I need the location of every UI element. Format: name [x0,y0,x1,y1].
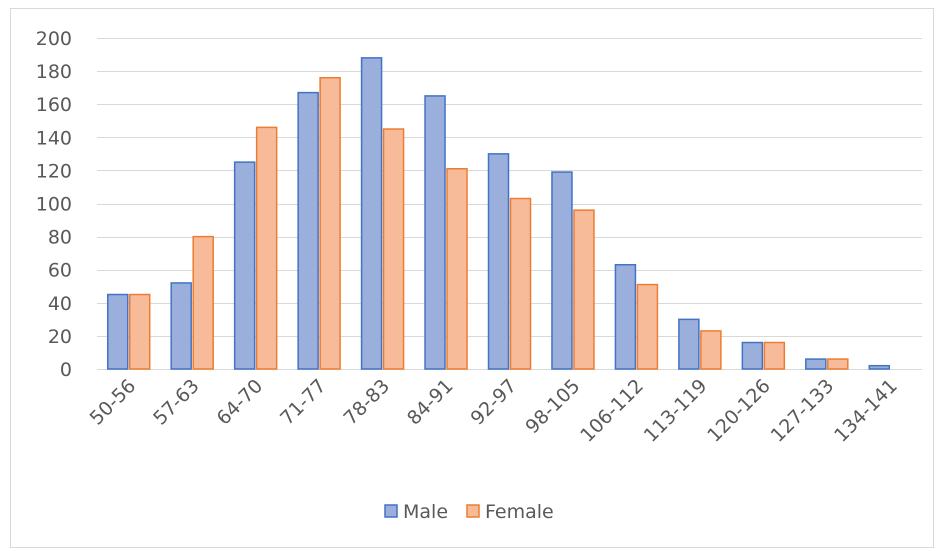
gridlines [97,38,922,370]
bar-male-57-63 [170,282,192,370]
x-tick-label: 127-133 [767,375,839,447]
bar-male-120-126 [741,341,764,370]
bar-female-98-105 [573,209,595,370]
bar-female-120-126 [763,341,786,370]
bar-male-71-77 [297,91,319,370]
bar-female-78-83 [382,128,405,370]
bar-male-50-56 [106,293,129,370]
bar-female-50-56 [128,293,151,370]
x-tick-label: 120-126 [703,375,775,447]
x-tick-label: 64-70 [213,375,268,430]
x-axis-tick-labels: 50-56 57-63 64-70 71-77 78-83 84-91 92-97 98-10… [86,375,902,447]
bar-female-64-70 [255,126,278,370]
y-tick-label: 60 [48,260,72,282]
x-tick-label: 57-63 [149,375,204,430]
x-tick-label: 134-141 [830,375,902,447]
legend-swatch-female [466,504,480,518]
y-tick-label: 40 [48,293,72,315]
legend: Male Female [384,501,554,523]
x-tick-label: 113-119 [640,375,712,447]
bar-female-71-77 [319,76,341,370]
bar-female-106-112 [636,283,659,370]
bar-female-113-119 [700,330,722,370]
legend-label-male: Male [403,501,448,523]
bar-male-64-70 [233,161,256,370]
x-tick-label: 98-105 [521,375,584,438]
x-tick-label: 92-97 [466,375,521,430]
bar-male-78-83 [360,57,383,370]
y-tick-label: 120 [36,160,72,182]
y-tick-label: 180 [36,61,72,83]
legend-swatch-male [384,504,398,518]
bar-female-84-91 [446,167,468,370]
bar-male-134-141 [868,364,891,370]
chart-frame [10,8,934,548]
bar-male-98-105 [551,171,573,370]
x-tick-label: 106-112 [576,375,648,447]
y-tick-label: 200 [36,28,72,50]
bar-male-92-97 [487,153,510,370]
y-tick-label: 20 [48,326,72,348]
bars [106,57,891,370]
y-tick-label: 0 [60,359,72,381]
bar-male-127-133 [805,358,827,370]
y-tick-label: 80 [48,227,72,249]
x-tick-label: 78-83 [340,375,395,430]
x-tick-label: 84-91 [403,375,458,430]
bar-female-92-97 [509,197,532,370]
bar-male-106-112 [614,263,637,370]
y-axis-tick-labels: 0 20 40 60 80 100 120 140 160 180 200 [36,28,72,381]
y-tick-label: 100 [36,194,72,216]
legend-label-female: Female [485,501,554,523]
x-tick-label: 50-56 [86,375,141,430]
bar-female-57-63 [192,235,214,370]
x-tick-label: 71-77 [276,375,331,430]
y-tick-label: 140 [36,127,72,149]
bar-female-127-133 [827,358,849,370]
bar-male-113-119 [678,318,700,370]
y-tick-label: 160 [36,94,72,116]
bar-male-84-91 [424,95,446,370]
